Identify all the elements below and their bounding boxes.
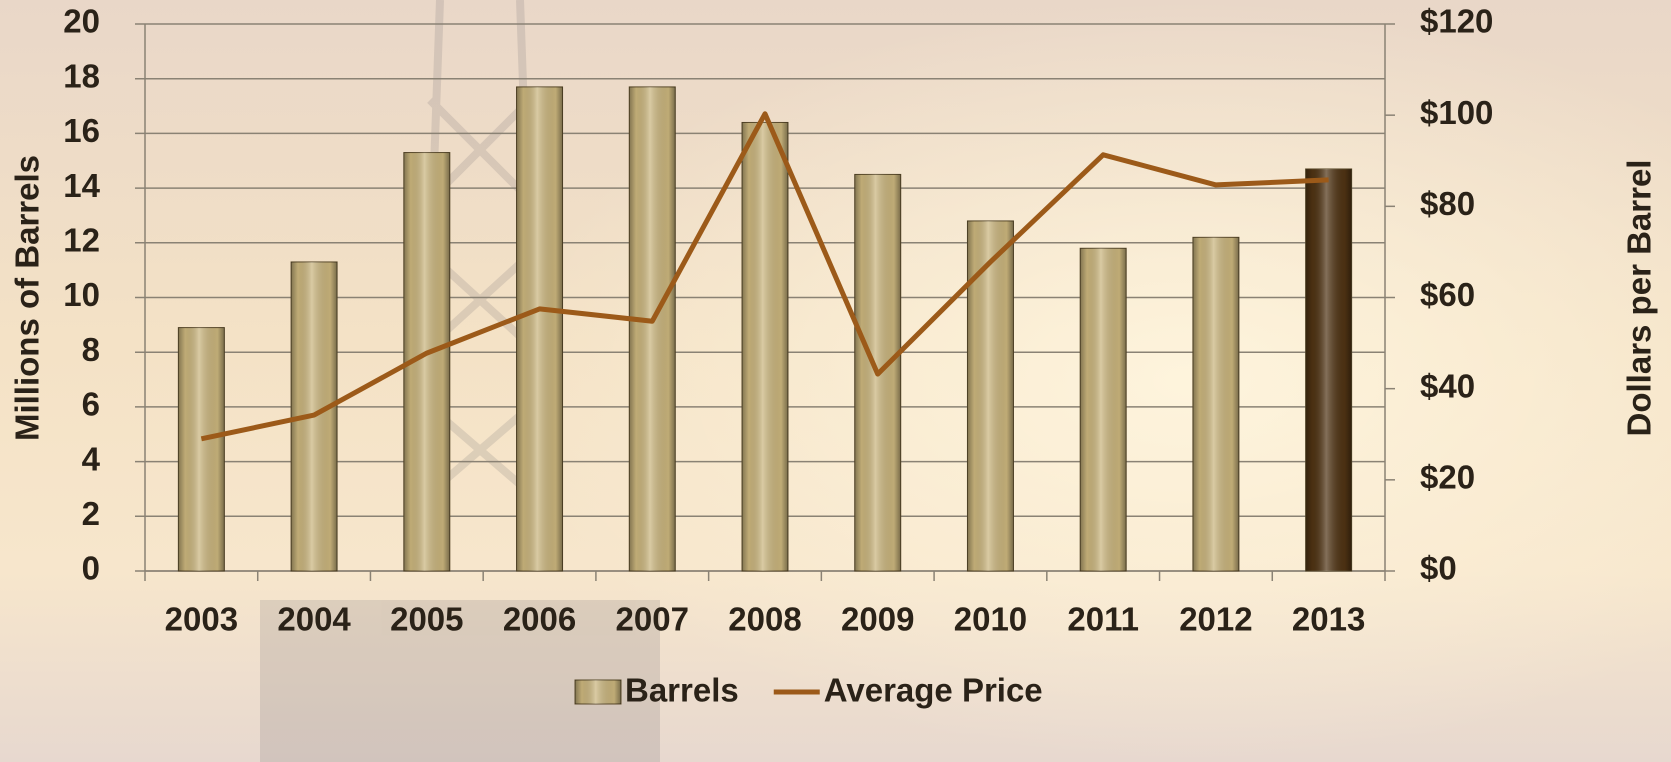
x-tick-label: 2003 [165,601,238,638]
y-tick-label: 10 [63,276,100,313]
legend-label: Barrels [625,672,739,709]
y-axis-title: Millions of Barrels [9,155,46,441]
y2-tick-label: $120 [1420,3,1493,40]
x-tick-label: 2011 [1067,601,1139,638]
bar [1079,247,1127,572]
bar [516,86,564,572]
y-tick-label: 2 [82,495,100,532]
y-tick-label: 16 [63,112,100,149]
y2-tick-label: $0 [1420,550,1457,587]
bar [1305,168,1353,572]
y2-tick-label: $100 [1420,94,1493,131]
y-tick-label: 12 [63,222,100,259]
bar [628,86,676,572]
x-tick-label: 2006 [503,601,576,638]
bar [741,121,789,572]
legend-swatch-shine [575,680,621,704]
y2-tick-label: $80 [1420,185,1475,222]
x-tick-label: 2010 [954,601,1027,638]
y-tick-label: 8 [82,331,100,368]
legend-label: Average Price [824,672,1043,709]
x-tick-label: 2008 [728,601,801,638]
bar [177,327,225,572]
x-tick-label: 2013 [1292,601,1365,638]
line [200,111,1329,442]
y-tick-label: 14 [63,167,100,204]
y2-tick-label: $20 [1420,459,1475,496]
x-tick-label: 2012 [1179,601,1252,638]
y-tick-label: 0 [82,550,100,587]
x-tick-label: 2005 [390,601,463,638]
x-tick-label: 2009 [841,601,914,638]
bar [966,220,1014,572]
y-tick-label: 6 [82,386,100,423]
y2-tick-label: $60 [1420,276,1475,313]
y-tick-label: 18 [63,57,100,94]
y2-tick-label: $40 [1420,367,1475,404]
bar [1192,236,1240,572]
y2-axis-title: Dollars per Barrel [1621,160,1658,437]
x-tick-label: 2007 [616,601,689,638]
x-tick-label: 2004 [277,601,351,638]
y-tick-label: 4 [82,440,101,477]
y-tick-label: 20 [63,3,100,40]
